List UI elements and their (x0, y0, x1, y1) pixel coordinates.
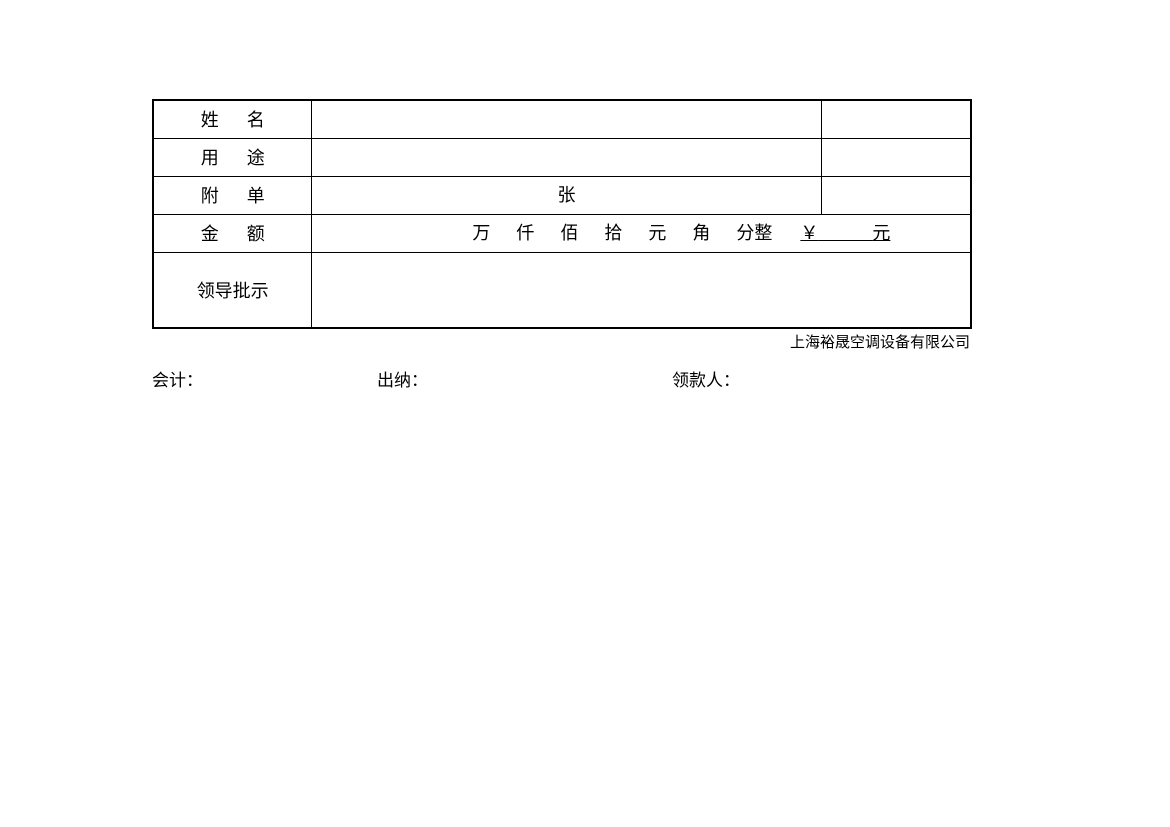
name-label-char1: 姓 (201, 106, 219, 132)
purpose-value[interactable] (312, 138, 821, 176)
company-name: 上海裕晟空调设备有限公司 (152, 331, 972, 352)
expense-form: 姓名 用途 附单 张 金额 (152, 99, 972, 391)
amount-value[interactable]: 万 仟 佰 拾 元 角 分整 ￥ 元 (312, 214, 971, 252)
name-label: 姓名 (153, 100, 312, 138)
approval-label: 领导批示 (153, 252, 312, 328)
purpose-row: 用途 (153, 138, 971, 176)
signature-line: 会计： 出纳： 领款人： (152, 366, 972, 391)
attachment-label: 附单 (153, 176, 312, 214)
attachment-label-char1: 附 (201, 182, 219, 208)
signature-accountant: 会计： (152, 366, 377, 391)
purpose-label-char2: 途 (247, 144, 265, 170)
currency-underline: ￥ 元 (800, 219, 900, 245)
purpose-label: 用途 (153, 138, 312, 176)
approval-value[interactable] (312, 252, 971, 328)
purpose-right[interactable] (821, 138, 971, 176)
purpose-label-char1: 用 (201, 144, 219, 170)
amount-label: 金额 (153, 214, 312, 252)
amount-label-char2: 额 (247, 220, 265, 246)
unit-yuan: 元 (648, 219, 666, 245)
unit-wan: 万 (472, 219, 490, 245)
currency-symbol: ￥ (800, 223, 818, 243)
attachment-label-char2: 单 (247, 182, 265, 208)
amount-label-char1: 金 (201, 220, 219, 246)
signature-cashier: 出纳： (377, 366, 672, 391)
currency-unit: 元 (872, 223, 890, 243)
name-row: 姓名 (153, 100, 971, 138)
attachment-row: 附单 张 (153, 176, 971, 214)
unit-bai: 佰 (560, 219, 578, 245)
amount-row: 金额 万 仟 佰 拾 元 角 分整 ￥ 元 (153, 214, 971, 252)
attachment-right[interactable] (821, 176, 971, 214)
signature-recipient: 领款人： (672, 366, 972, 391)
attachment-unit: 张 (558, 185, 576, 205)
name-value[interactable] (312, 100, 821, 138)
attachment-value[interactable]: 张 (312, 176, 821, 214)
name-label-char2: 名 (247, 106, 265, 132)
currency-block: ￥ 元 (800, 219, 900, 245)
unit-fenzheng: 分整 (736, 219, 772, 245)
form-table: 姓名 用途 附单 张 金额 (152, 99, 972, 329)
amount-content: 万 仟 佰 拾 元 角 分整 ￥ 元 (312, 219, 970, 245)
approval-row: 领导批示 (153, 252, 971, 328)
unit-shi: 拾 (604, 219, 622, 245)
unit-jiao: 角 (692, 219, 710, 245)
unit-qian: 仟 (516, 219, 534, 245)
name-right[interactable] (821, 100, 971, 138)
